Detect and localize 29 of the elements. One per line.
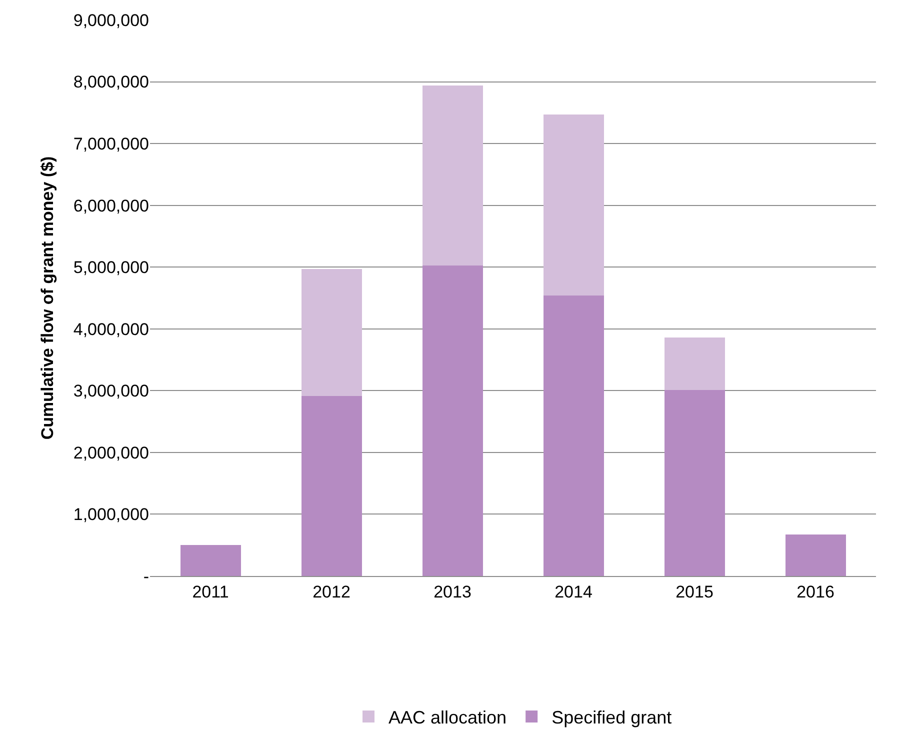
x-tick-label: 2014 xyxy=(554,582,592,602)
x-tick-label: 2011 xyxy=(192,582,229,602)
y-tick-label: 1,000,000 xyxy=(73,505,149,524)
bar xyxy=(785,534,846,576)
bar xyxy=(422,265,483,576)
bar xyxy=(664,338,725,390)
y-tick-label: 7,000,000 xyxy=(73,134,149,154)
y-tick-label: 8,000,000 xyxy=(73,72,149,92)
bar xyxy=(664,390,725,576)
bar xyxy=(301,396,362,576)
bar xyxy=(543,296,604,576)
x-tick-label: 2013 xyxy=(434,582,472,602)
bar xyxy=(180,545,241,576)
bar xyxy=(543,114,604,296)
bar xyxy=(301,268,362,396)
y-tick-label: 3,000,000 xyxy=(73,382,149,401)
x-tick-label: 2016 xyxy=(796,582,834,602)
x-tick-label: 2015 xyxy=(676,582,714,602)
y-tick-label: 4,000,000 xyxy=(73,320,149,339)
y-tick-label: - xyxy=(143,566,149,586)
y-tick-label: 6,000,000 xyxy=(73,196,149,216)
legend-label: Specified grant xyxy=(552,708,672,728)
legend-label: AAC allocation xyxy=(388,708,507,728)
bar xyxy=(422,85,483,266)
x-tick-label: 2012 xyxy=(312,582,350,602)
y-tick-label: 2,000,000 xyxy=(73,443,149,462)
y-tick-label: 5,000,000 xyxy=(73,258,149,278)
y-tick-label: 9,000,000 xyxy=(73,10,149,30)
y-axis-title: Cumulative flow of grant money ($) xyxy=(38,156,57,440)
